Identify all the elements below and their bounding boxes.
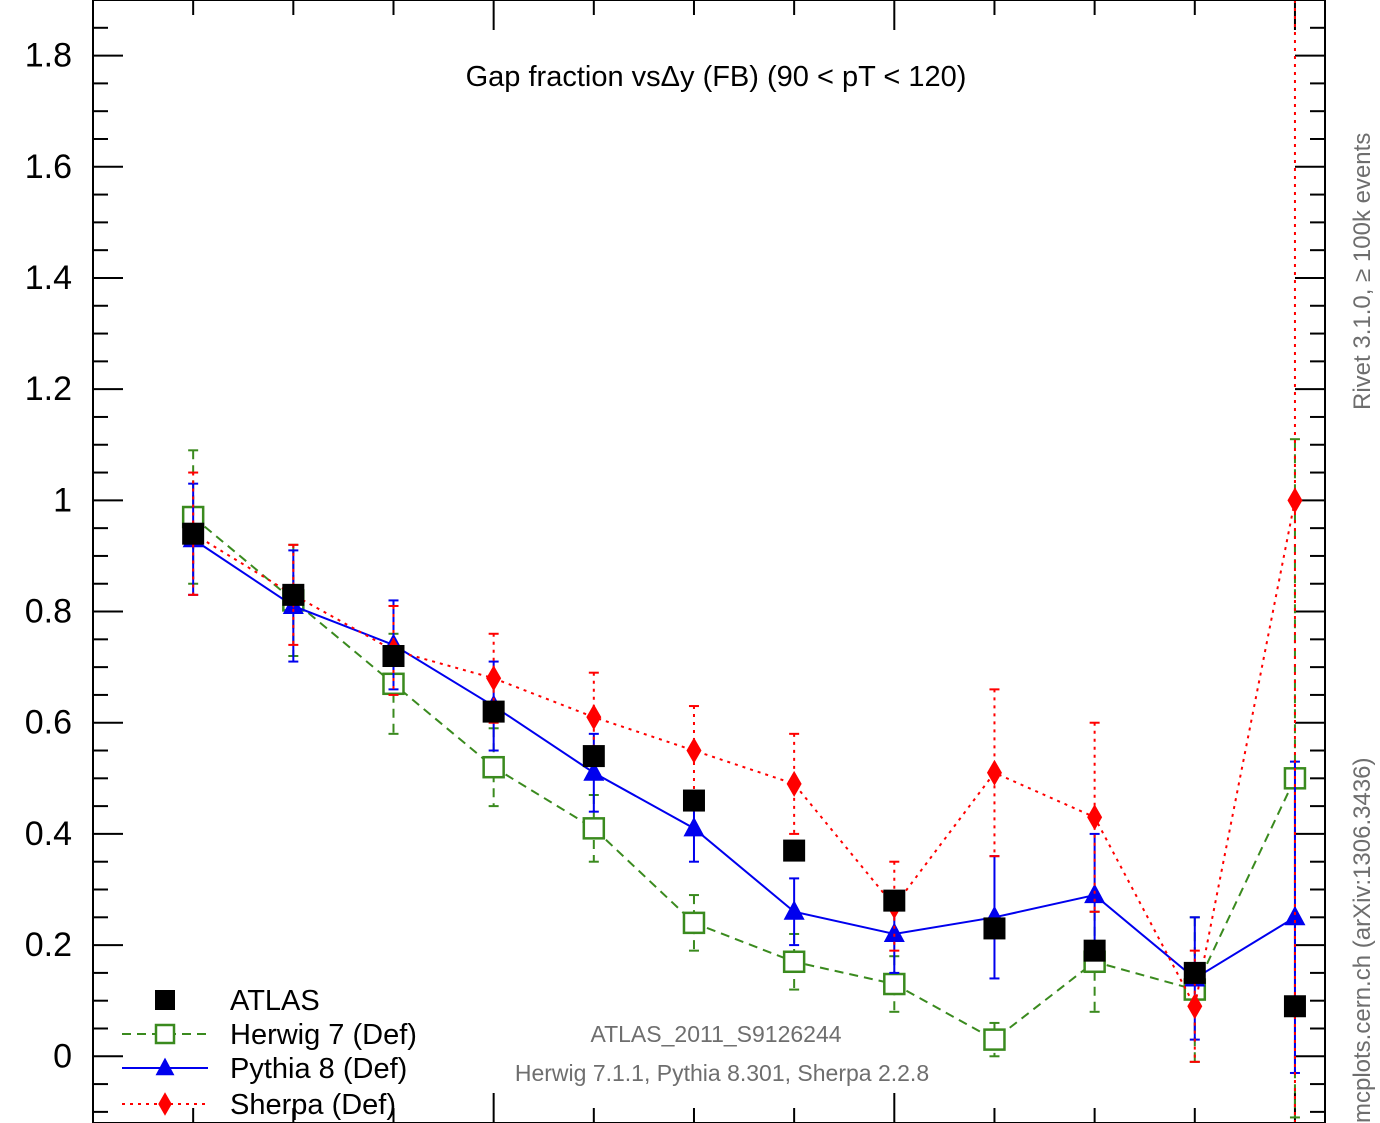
point-atlas	[282, 583, 305, 606]
point-sherpa-def	[1087, 804, 1103, 831]
analysis-label: ATLAS_2011_S9126244	[590, 1021, 841, 1047]
point-herwig-7-def	[582, 817, 606, 840]
y-tick-label: 1.8	[25, 37, 72, 75]
point-herwig-7-def	[983, 1028, 1006, 1051]
y-tick-label: 0	[53, 1037, 72, 1075]
series-layer	[181, 0, 1307, 1123]
point-herwig-7-def	[782, 950, 806, 974]
legend-marker-sherpa-def	[158, 1092, 172, 1116]
point-atlas	[682, 789, 705, 812]
point-atlas	[182, 522, 205, 545]
point-herwig-7-def	[482, 755, 505, 779]
y-tick-label: 1	[53, 481, 72, 519]
legend-label-sherpa-def: Sherpa (Def)	[230, 1089, 396, 1121]
point-atlas	[482, 700, 505, 723]
point-sherpa-def	[1287, 487, 1303, 514]
y-tick-label: 1.2	[25, 370, 72, 408]
point-sherpa-def	[486, 665, 502, 692]
point-herwig-7-def	[682, 911, 706, 935]
y-tick-label: 0.2	[25, 926, 72, 964]
y-tick-label: 0.8	[25, 593, 72, 631]
chart-title: Gap fraction vsΔy (FB) (90 < pT < 120)	[466, 61, 967, 93]
series-sherpa-def	[185, 0, 1303, 1123]
legend-label-pythia-8-def: Pythia 8 (Def)	[230, 1053, 407, 1085]
series-line-herwig-7-def	[192, 516, 1296, 1041]
point-sherpa-def	[1187, 993, 1203, 1020]
point-atlas	[1183, 961, 1206, 984]
point-atlas	[382, 645, 405, 668]
axis-ticks	[93, 0, 1325, 1123]
point-sherpa-def	[986, 759, 1002, 786]
point-sherpa-def	[686, 737, 702, 764]
generators-label: Herwig 7.1.1, Pythia 8.301, Sherpa 2.2.8	[515, 1060, 929, 1086]
series-pythia-8-def	[182, 482, 1306, 1074]
y-tick-label: 1.6	[25, 148, 72, 186]
legend-marker-herwig-7-def	[154, 1023, 176, 1045]
plot-frame	[92, 0, 1326, 1123]
series-herwig-7-def	[181, 438, 1307, 1119]
point-atlas	[1283, 995, 1306, 1018]
point-atlas	[1083, 939, 1106, 962]
point-sherpa-def	[786, 770, 802, 797]
point-sherpa-def	[586, 704, 602, 731]
y-tick-labels: 0 0.2 0.4 0.6 0.8 1 1.2 1.4 1.6 1.8	[25, 37, 72, 1076]
y-tick-label: 1.4	[25, 259, 72, 297]
point-atlas	[783, 839, 806, 862]
point-pythia-8-def	[583, 761, 605, 781]
series-line-pythia-8-def	[192, 538, 1296, 980]
y-tick-label: 0.4	[25, 815, 72, 853]
point-atlas	[582, 745, 605, 768]
point-herwig-7-def	[883, 972, 906, 996]
mcplots-label: mcplots.cern.ch (arXiv:1306.3436)	[1349, 757, 1376, 1123]
y-tick-label: 0.6	[25, 704, 72, 742]
rivet-label: Rivet 3.1.0, ≥ 100k events	[1349, 133, 1376, 410]
legend-marker-pythia-8-def	[155, 1057, 175, 1076]
series-line-sherpa-def	[192, 500, 1296, 1010]
legend-label-herwig-7-def: Herwig 7 (Def)	[230, 1019, 417, 1051]
point-atlas	[983, 917, 1006, 940]
legend-label-atlas: ATLAS	[230, 985, 320, 1017]
point-pythia-8-def	[683, 816, 705, 837]
series-atlas	[182, 522, 1306, 1018]
point-pythia-8-def	[783, 900, 805, 920]
point-pythia-8-def	[883, 922, 905, 942]
legend-marker-atlas	[155, 990, 175, 1010]
point-atlas	[883, 889, 906, 912]
point-pythia-8-def	[1284, 905, 1306, 926]
